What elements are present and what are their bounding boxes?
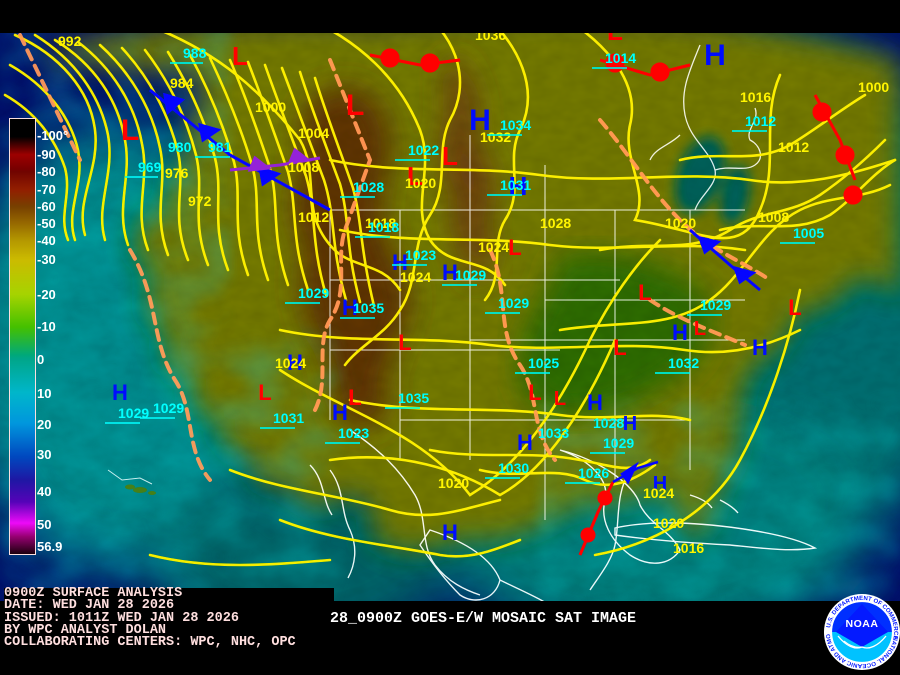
svg-text:1005: 1005 bbox=[793, 225, 824, 241]
svg-text:1029: 1029 bbox=[118, 405, 149, 421]
svg-text:1022: 1022 bbox=[408, 142, 439, 158]
svg-text:981: 981 bbox=[208, 139, 232, 155]
svg-text:1014: 1014 bbox=[605, 50, 636, 66]
svg-text:L: L bbox=[613, 335, 626, 360]
svg-text:976: 976 bbox=[165, 165, 189, 181]
svg-text:1029: 1029 bbox=[455, 267, 486, 283]
svg-text:L: L bbox=[508, 235, 521, 260]
svg-text:L: L bbox=[694, 318, 706, 340]
svg-text:1028: 1028 bbox=[353, 179, 384, 195]
svg-text:1029: 1029 bbox=[298, 285, 329, 301]
svg-text:984: 984 bbox=[170, 75, 194, 91]
svg-text:1016: 1016 bbox=[673, 540, 704, 556]
svg-text:980: 980 bbox=[168, 139, 192, 155]
svg-text:L: L bbox=[121, 114, 139, 147]
svg-text:1035: 1035 bbox=[353, 300, 384, 316]
svg-text:1016: 1016 bbox=[740, 89, 771, 105]
svg-text:1004: 1004 bbox=[298, 125, 329, 141]
svg-text:1024: 1024 bbox=[643, 485, 674, 501]
svg-text:1012: 1012 bbox=[778, 139, 809, 155]
svg-text:1023: 1023 bbox=[405, 247, 436, 263]
svg-text:H: H bbox=[587, 390, 603, 415]
svg-text:1008: 1008 bbox=[758, 209, 789, 225]
svg-text:H: H bbox=[672, 320, 688, 345]
svg-text:1030: 1030 bbox=[498, 460, 529, 476]
svg-text:NOAA: NOAA bbox=[846, 618, 879, 630]
svg-text:1035: 1035 bbox=[398, 390, 429, 406]
svg-text:1032: 1032 bbox=[668, 355, 699, 371]
svg-text:1029: 1029 bbox=[153, 400, 184, 416]
svg-text:L: L bbox=[348, 385, 361, 410]
svg-text:H: H bbox=[332, 400, 348, 425]
svg-text:1012: 1012 bbox=[298, 209, 329, 225]
svg-text:972: 972 bbox=[188, 193, 212, 209]
svg-text:L: L bbox=[528, 380, 541, 405]
svg-text:1024: 1024 bbox=[400, 269, 431, 285]
svg-text:L: L bbox=[554, 388, 566, 410]
svg-text:1029: 1029 bbox=[603, 435, 634, 451]
svg-text:1020: 1020 bbox=[438, 475, 469, 491]
svg-text:988: 988 bbox=[183, 45, 207, 61]
svg-text:1025: 1025 bbox=[528, 355, 559, 371]
svg-text:1034: 1034 bbox=[500, 117, 531, 133]
svg-text:1018: 1018 bbox=[368, 219, 399, 235]
svg-text:1029: 1029 bbox=[498, 295, 529, 311]
svg-text:H: H bbox=[623, 413, 637, 435]
svg-text:L: L bbox=[788, 295, 801, 320]
svg-text:L: L bbox=[232, 41, 248, 71]
svg-text:1000: 1000 bbox=[255, 99, 286, 115]
svg-text:L: L bbox=[346, 89, 364, 122]
svg-text:1026: 1026 bbox=[578, 465, 609, 481]
svg-text:1024: 1024 bbox=[478, 239, 509, 255]
svg-text:1008: 1008 bbox=[288, 159, 319, 175]
svg-text:1029: 1029 bbox=[700, 297, 731, 313]
svg-text:969: 969 bbox=[138, 159, 162, 175]
svg-text:1031: 1031 bbox=[273, 410, 304, 426]
svg-text:1020: 1020 bbox=[653, 515, 684, 531]
svg-text:L: L bbox=[638, 280, 651, 305]
svg-text:1031: 1031 bbox=[500, 177, 531, 193]
svg-text:H: H bbox=[442, 520, 458, 545]
svg-text:1020: 1020 bbox=[405, 175, 436, 191]
svg-text:1028: 1028 bbox=[593, 415, 624, 431]
svg-text:L: L bbox=[258, 380, 271, 405]
svg-text:1024: 1024 bbox=[275, 355, 306, 371]
svg-text:1028: 1028 bbox=[540, 215, 571, 231]
svg-text:L: L bbox=[442, 141, 458, 171]
svg-text:H: H bbox=[517, 430, 533, 455]
svg-text:1012: 1012 bbox=[745, 113, 776, 129]
svg-text:1020: 1020 bbox=[665, 215, 696, 231]
svg-text:1033: 1033 bbox=[538, 425, 569, 441]
svg-text:1023: 1023 bbox=[338, 425, 369, 441]
svg-text:L: L bbox=[398, 330, 411, 355]
svg-text:H: H bbox=[752, 335, 768, 360]
svg-text:992: 992 bbox=[58, 33, 82, 49]
svg-text:1000: 1000 bbox=[858, 79, 889, 95]
svg-text:H: H bbox=[112, 380, 128, 405]
svg-text:H: H bbox=[704, 39, 726, 72]
